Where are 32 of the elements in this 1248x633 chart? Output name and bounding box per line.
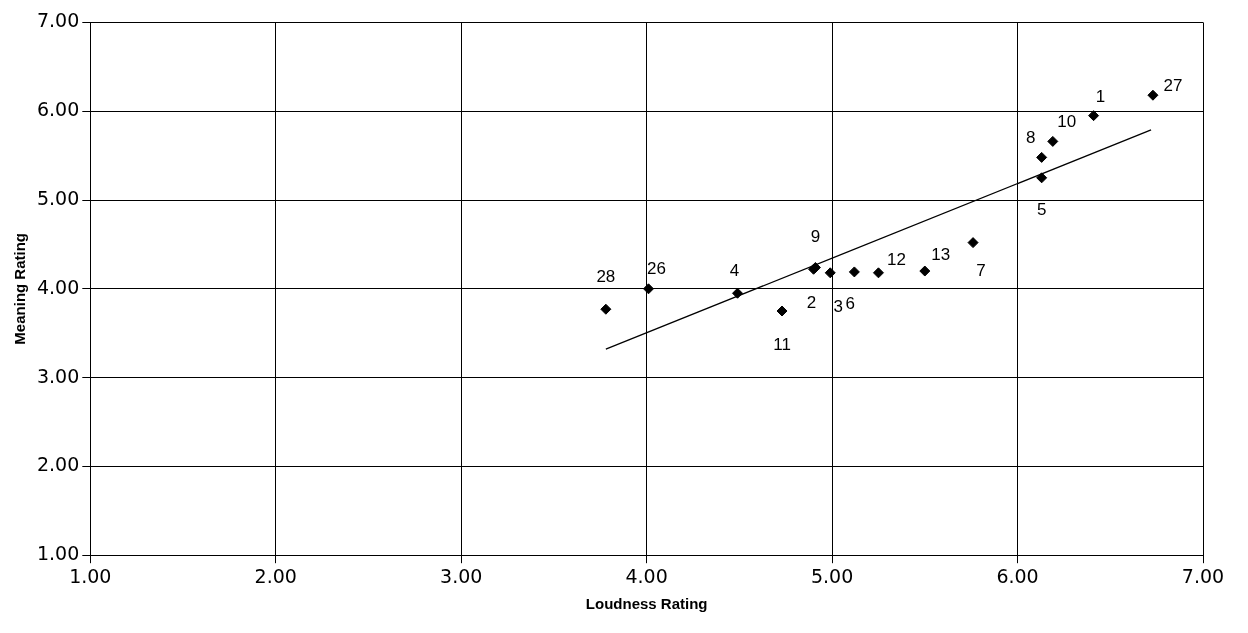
annotation: 27 <box>1163 75 1183 95</box>
x-tick-label: 6.00 <box>996 564 1039 587</box>
annotation: 28 <box>596 266 616 286</box>
annotation: 13 <box>931 244 951 264</box>
y-tick-label: 5.00 <box>36 186 80 209</box>
y-tick-label: 7.00 <box>36 9 80 32</box>
annotation: 9 <box>810 226 821 246</box>
y-tick-label: 4.00 <box>36 275 80 298</box>
annotation: 11 <box>773 334 791 354</box>
x-tick-label: 1.00 <box>69 564 112 587</box>
y-tick-label: 2.00 <box>36 453 80 476</box>
annotation: 26 <box>647 259 666 279</box>
x-tick-label: 5.00 <box>810 564 854 587</box>
annotation: 3 <box>833 296 843 316</box>
y-tick-label: 6.00 <box>36 98 80 121</box>
annotation: 4 <box>729 260 740 280</box>
x-tick-label: 3.00 <box>440 564 483 587</box>
x-axis-title: Loudness Rating <box>585 595 708 613</box>
annotation: 6 <box>845 293 856 313</box>
annotation: 7 <box>976 261 986 281</box>
annotation: 2 <box>806 293 817 313</box>
x-tick-label: 4.00 <box>625 564 668 587</box>
y-tick-label: 1.00 <box>36 542 80 565</box>
x-tick-label: 7.00 <box>1181 564 1225 587</box>
x-tick-label: 2.00 <box>254 564 297 587</box>
annotation: 5 <box>1036 200 1047 220</box>
annotation: 1 <box>1095 87 1106 107</box>
annotation: 8 <box>1025 128 1036 148</box>
y-tick-label: 3.00 <box>36 364 80 387</box>
annotation: 10 <box>1057 112 1077 132</box>
y-axis-title: Meaning Rating <box>11 232 29 345</box>
annotation: 12 <box>887 249 906 269</box>
